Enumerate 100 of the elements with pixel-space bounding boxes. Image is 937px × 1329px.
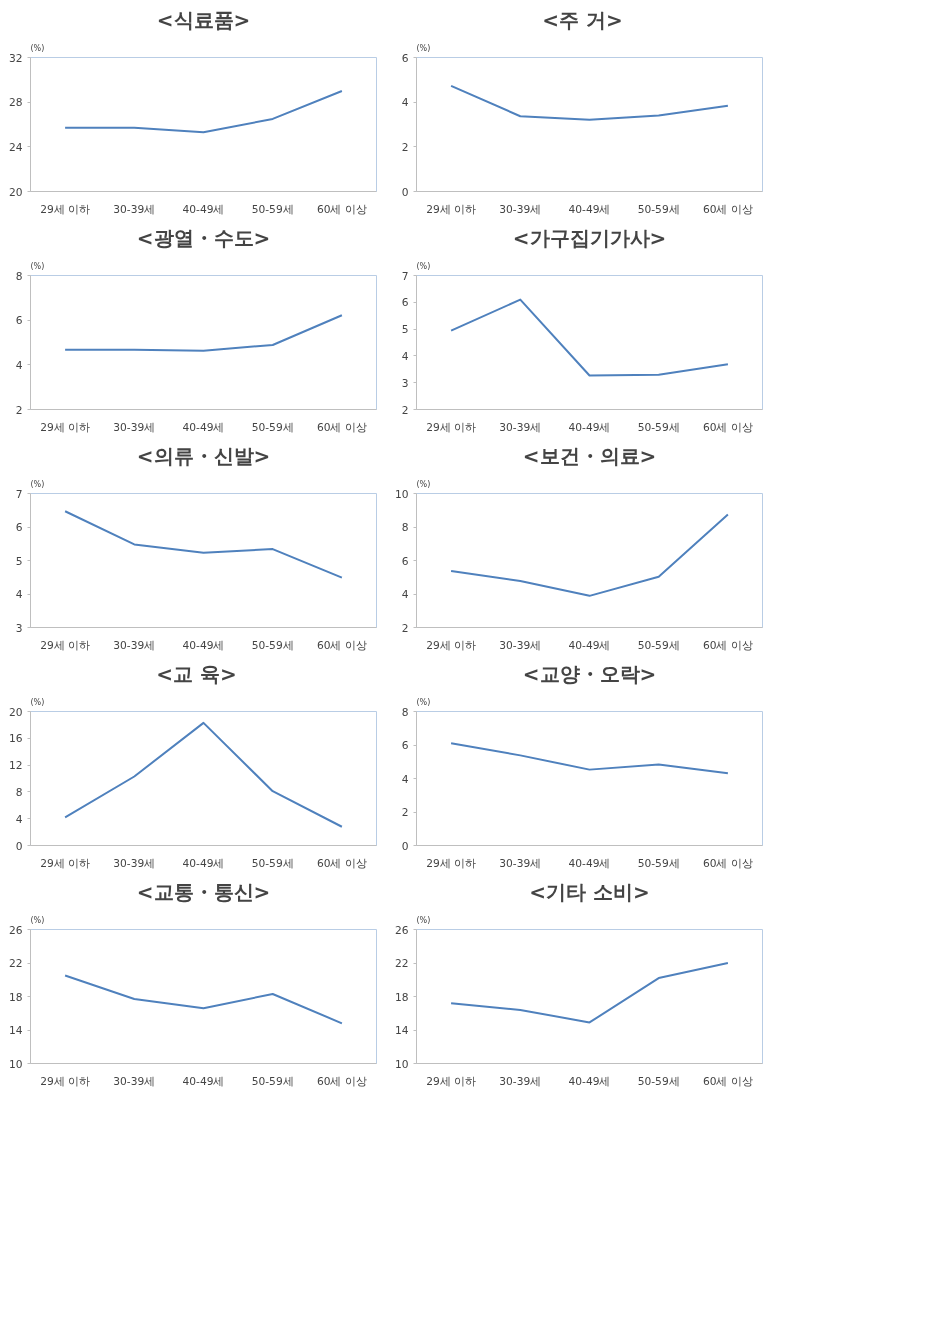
x-tick-label: 30-39세 [113,638,156,652]
y-tick-label: 10 [394,1057,409,1071]
y-tick-label: 14 [394,1024,409,1037]
x-tick-label: 50-59세 [251,638,294,652]
x-tick-label: 30-39세 [499,420,542,434]
y-axis-title: (%) [416,43,431,53]
x-tick-label: 50-59세 [637,1074,680,1088]
y-tick-label: 18 [8,990,23,1004]
y-tick-label: 12 [8,759,23,773]
y-tick-label: 24 [8,140,23,154]
y-tick-label: 20 [8,705,23,719]
x-tick-label: 29세 이하 [40,856,91,870]
chart-title: <주 거> [542,7,623,32]
x-tick-label: 40-49세 [568,420,611,434]
x-tick-label: 29세 이하 [40,202,91,216]
y-tick-label: 6 [401,296,409,310]
x-tick-label: 50-59세 [637,420,680,434]
x-tick-label: 29세 이하 [40,1074,91,1088]
x-tick-label: 30-39세 [113,202,156,216]
y-tick-label: 2 [401,806,409,819]
x-tick-label: 50-59세 [637,856,680,870]
x-tick-label: 29세 이하 [40,420,91,434]
x-tick-label: 29세 이하 [426,638,477,652]
y-tick-label: 2 [401,403,409,417]
y-tick-label: 8 [401,705,409,719]
y-tick-label: 16 [8,732,23,746]
y-tick-label: 7 [401,269,409,283]
x-tick-label: 60세 이상 [316,1074,367,1088]
x-tick-label: 60세 이상 [316,202,367,216]
y-tick-label: 28 [8,96,23,110]
y-tick-label: 8 [15,269,23,283]
y-tick-label: 4 [401,772,409,786]
chart-title: <기타 소비> [529,879,650,904]
x-tick-label: 40-49세 [182,856,225,870]
chart-title: <보건・의료> [522,443,657,468]
x-tick-label: 50-59세 [251,420,294,434]
chart-title: <교 육> [156,661,237,686]
chart-title: <광열・수도> [136,225,271,250]
y-axis-title: (%) [416,479,431,489]
x-tick-label: 50-59세 [637,638,680,652]
y-tick-label: 5 [401,323,409,337]
y-tick-label: 8 [15,785,23,799]
x-tick-label: 60세 이상 [702,420,753,434]
y-tick-label: 3 [15,621,23,635]
y-axis-title: (%) [416,697,431,707]
y-tick-label: 6 [15,521,23,534]
y-tick-label: 8 [401,521,409,534]
x-tick-label: 60세 이상 [702,638,753,652]
x-tick-label: 60세 이상 [316,638,367,652]
x-tick-label: 40-49세 [182,202,225,216]
y-tick-label: 0 [401,839,409,853]
chart-title: <의류・신발> [136,443,271,468]
y-axis-title: (%) [30,697,45,707]
y-tick-label: 4 [15,812,23,826]
y-tick-label: 2 [401,621,409,635]
y-tick-label: 20 [8,185,23,199]
y-tick-label: 2 [401,140,409,154]
y-tick-label: 4 [401,96,409,110]
y-tick-label: 14 [8,1024,23,1037]
x-tick-label: 29세 이하 [426,420,477,434]
x-tick-label: 29세 이하 [426,202,477,216]
x-tick-label: 50-59세 [251,202,294,216]
chart-title: <교양・오락> [522,661,657,686]
y-tick-label: 22 [394,957,409,970]
x-tick-label: 60세 이상 [702,1074,753,1088]
x-tick-label: 40-49세 [568,856,611,870]
y-axis-title: (%) [30,43,45,53]
x-tick-label: 40-49세 [182,1074,225,1088]
y-tick-label: 26 [394,923,409,937]
chart-title: <가구집기가사> [512,225,667,250]
y-tick-label: 26 [8,923,23,937]
y-tick-label: 6 [15,314,23,328]
y-axis-title: (%) [30,479,45,489]
x-tick-label: 29세 이하 [426,1074,477,1088]
y-axis-title: (%) [416,261,431,271]
y-tick-label: 10 [394,487,409,501]
y-axis-title: (%) [416,915,431,925]
y-axis-title: (%) [30,915,45,925]
x-tick-label: 50-59세 [251,1074,294,1088]
y-tick-label: 0 [401,185,409,199]
x-tick-label: 40-49세 [182,420,225,434]
x-tick-label: 60세 이상 [702,856,753,870]
y-axis-title: (%) [30,261,45,271]
y-tick-label: 4 [401,588,409,601]
y-tick-label: 3 [401,376,409,390]
y-tick-label: 4 [401,349,409,363]
y-tick-label: 0 [15,839,23,853]
x-tick-label: 40-49세 [182,638,225,652]
x-tick-label: 50-59세 [251,856,294,870]
x-tick-label: 30-39세 [499,638,542,652]
y-tick-label: 32 [8,51,23,65]
y-tick-label: 2 [15,403,23,417]
x-tick-label: 60세 이상 [316,856,367,870]
x-tick-label: 29세 이하 [40,638,91,652]
y-tick-label: 10 [8,1057,23,1071]
x-tick-label: 60세 이상 [702,202,753,216]
x-tick-label: 30-39세 [499,202,542,216]
chart-title: <식료품> [156,7,251,32]
y-tick-label: 4 [15,588,23,601]
x-tick-label: 40-49세 [568,202,611,216]
